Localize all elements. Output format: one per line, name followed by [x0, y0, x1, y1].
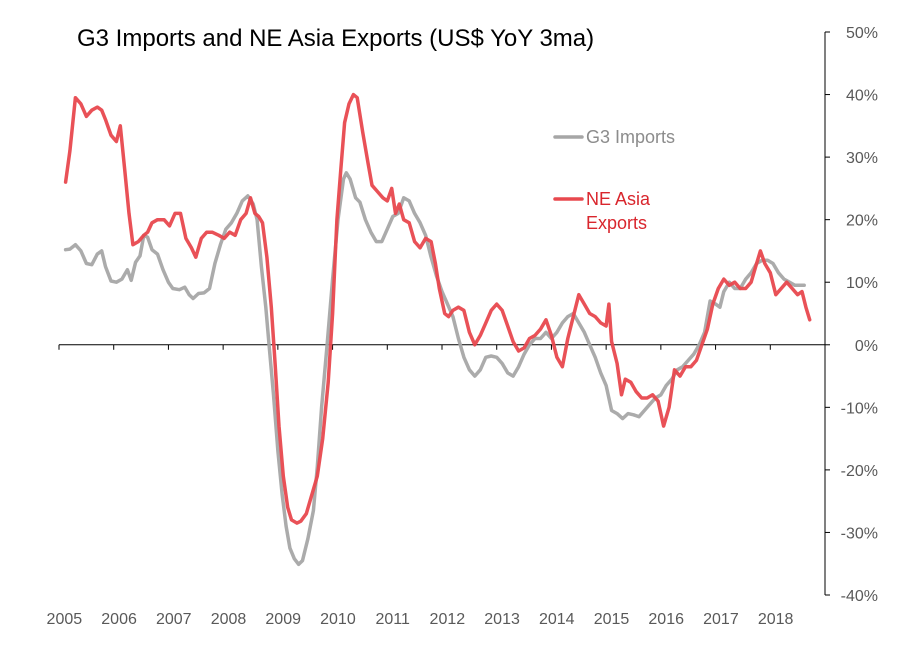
y-tick-label: 20%	[846, 213, 878, 230]
legend: G3 Imports NE Asia Exports	[553, 127, 675, 233]
x-tick-label: 2013	[484, 611, 520, 628]
legend-label: G3 Imports	[586, 127, 675, 147]
x-tick-label: 2017	[703, 611, 739, 628]
y-tick-label: 40%	[846, 88, 878, 105]
axes: 50% 40% 30% 20% 10% 0% -10% -20% -30% -40% 2005 200…	[47, 25, 878, 628]
x-tick-label: 2016	[648, 611, 684, 628]
series-line-ne-asia-exports	[63, 92, 812, 525]
legend-label: Exports	[586, 213, 647, 233]
x-tick-label: 2015	[594, 611, 630, 628]
y-tick-label: 0%	[855, 338, 878, 355]
x-tick-label: 2010	[320, 611, 356, 628]
x-tick-label: 2009	[265, 611, 301, 628]
x-tick-label: 2014	[539, 611, 575, 628]
x-tick-label: 2012	[430, 611, 466, 628]
y-tick-label: -10%	[841, 400, 878, 417]
chart-title: G3 Imports and NE Asia Exports (US$ YoY …	[77, 25, 594, 52]
x-tick-label: 2007	[156, 611, 192, 628]
y-tick-label: 50%	[846, 25, 878, 42]
y-tick-label: -20%	[841, 463, 878, 480]
y-tick-label: -30%	[841, 525, 878, 542]
series-line-g3-imports	[63, 171, 806, 567]
x-tick-label: 2006	[101, 611, 137, 628]
y-tick-label: 10%	[846, 275, 878, 292]
x-tick-label: 2005	[47, 611, 83, 628]
legend-label: NE Asia	[586, 189, 651, 209]
y-tick-label: -40%	[841, 588, 878, 605]
y-tick-label: 30%	[846, 150, 878, 167]
series-layer	[63, 92, 812, 567]
x-tick-label: 2011	[375, 611, 410, 628]
x-tick-label: 2018	[758, 611, 794, 628]
x-tick-label: 2008	[211, 611, 247, 628]
